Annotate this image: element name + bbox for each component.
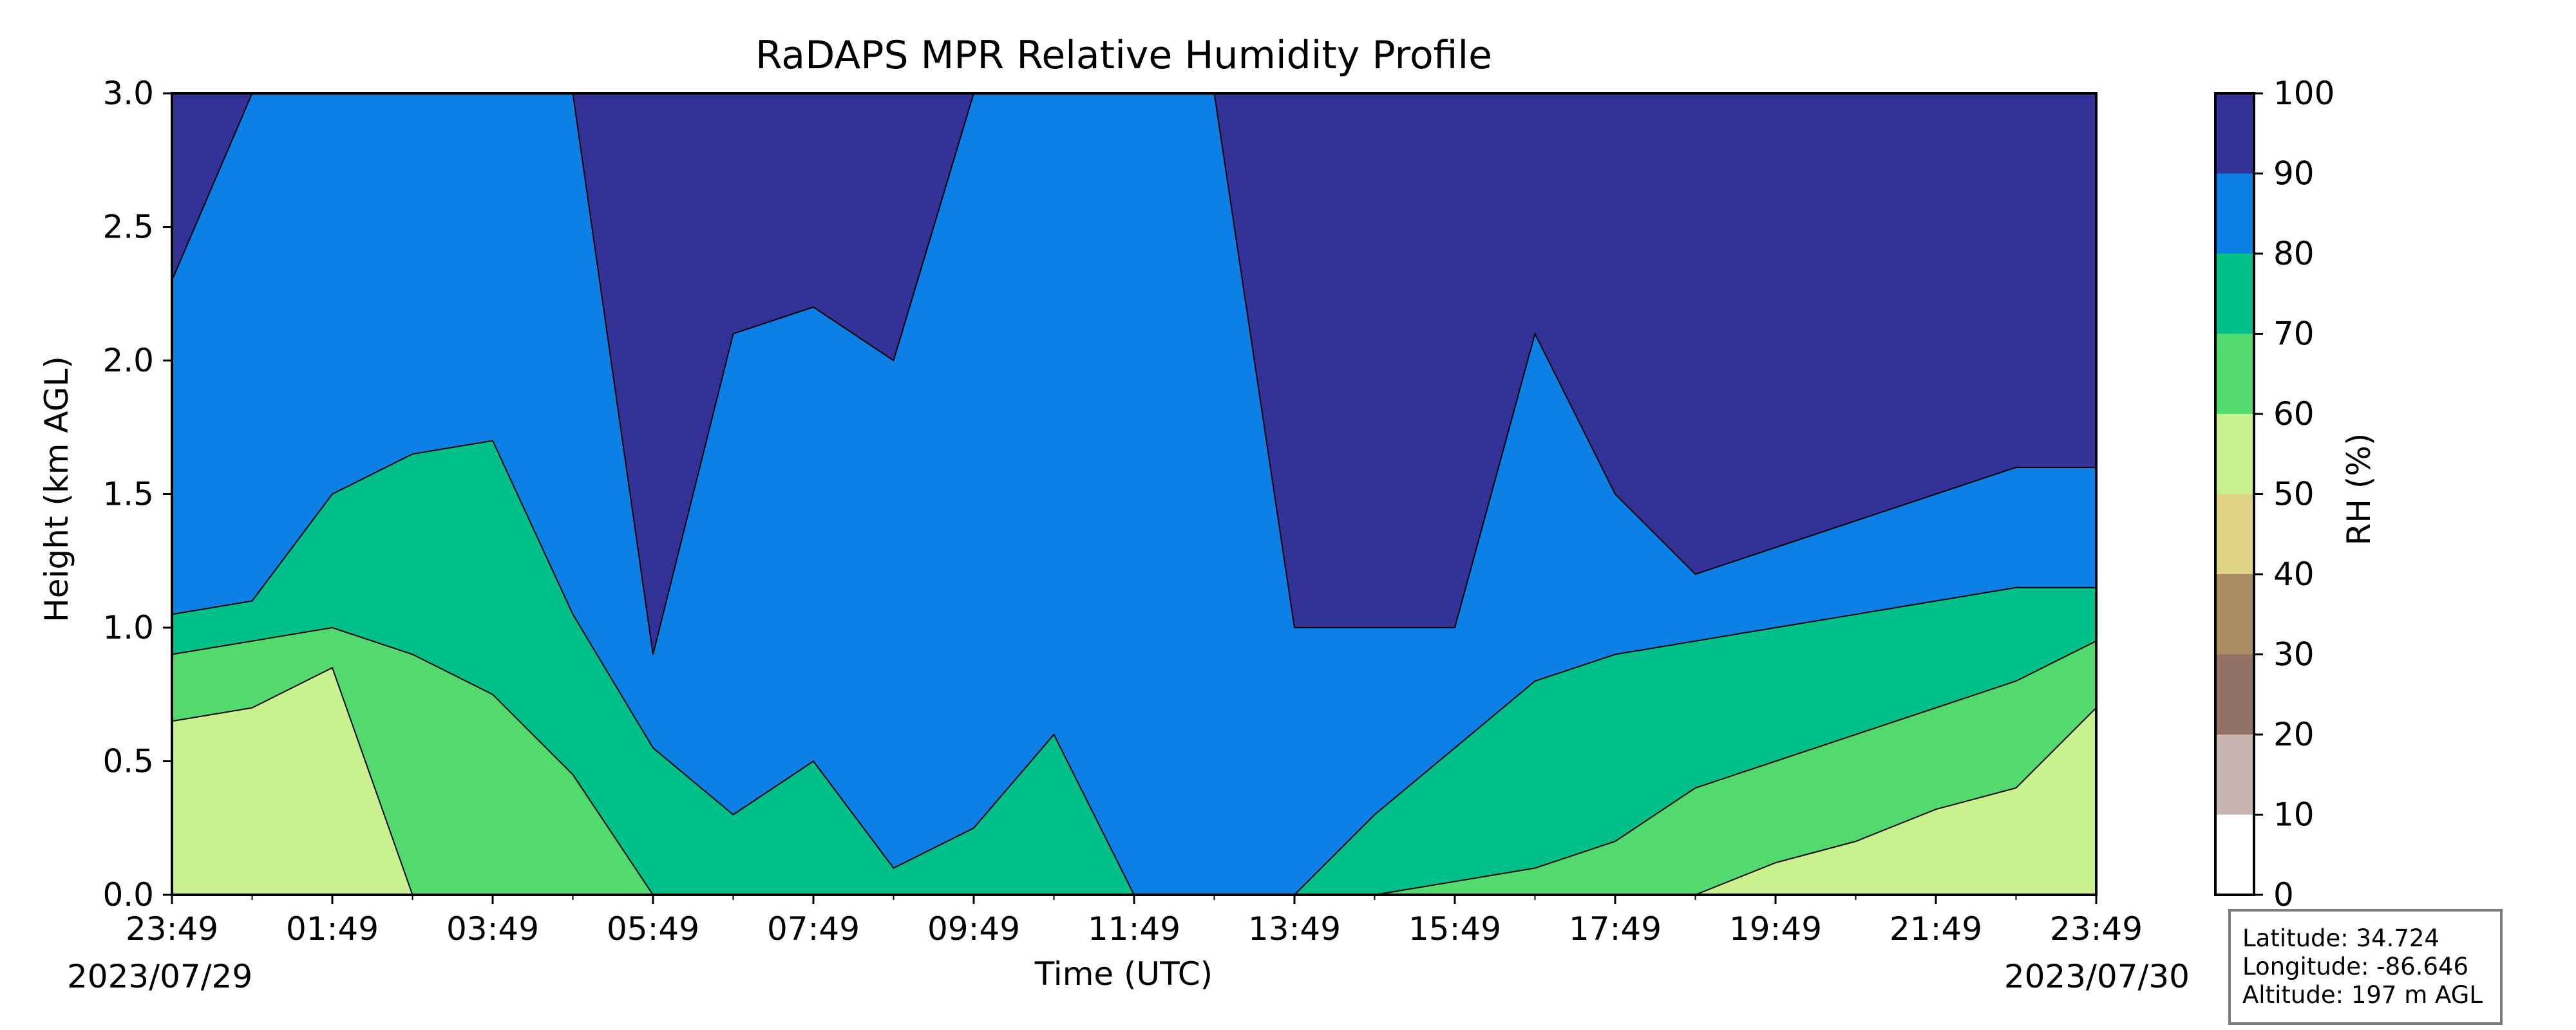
x-tick-label: 11:49 [1088,910,1180,948]
colorbar-label: RH (%) [2340,433,2378,546]
x-tick-label: 13:49 [1248,910,1341,948]
x-tick-label: 07:49 [767,910,860,948]
y-tick-label: 1.0 [102,609,154,646]
x-tick-label: 01:49 [286,910,379,948]
y-tick-label: 0.5 [102,743,154,780]
plot-area [171,92,2098,896]
x-tick-label: 09:49 [927,910,1020,948]
colorbar-tick-label: 50 [2273,476,2315,513]
colorbar-swatch [2215,814,2254,895]
start-date-label: 2023/07/29 [67,958,253,995]
colorbar-swatch [2215,333,2254,414]
y-tick-label: 2.5 [102,209,154,246]
colorbar-tick-label: 100 [2273,75,2334,112]
colorbar-swatch [2215,654,2254,735]
colorbar-swatch [2215,414,2254,494]
x-tick-label: 03:49 [446,910,539,948]
x-axis-label: Time (UTC) [1034,955,1213,993]
end-date-label: 2023/07/30 [2003,958,2190,995]
altitude-text: Altitude: 197 m AGL [2242,981,2483,1009]
colorbar-tick-label: 90 [2273,155,2315,192]
colorbar-tick-label: 60 [2273,395,2315,433]
x-tick-label: 05:49 [607,910,699,948]
colorbar-tick-label: 30 [2273,636,2315,673]
colorbar-tick-label: 20 [2273,716,2315,753]
y-axis-label: Height (km AGL) [38,356,75,623]
colorbar-swatch [2215,254,2254,334]
x-tick-label: 19:49 [1729,910,1822,948]
colorbar-swatch [2215,574,2254,655]
x-tick-label: 15:49 [1408,910,1501,948]
chart-title: RaDAPS MPR Relative Humidity Profile [755,33,1492,78]
colorbar-swatch [2215,735,2254,815]
x-tick-label: 23:49 [2050,910,2143,948]
colorbar-swatch [2215,494,2254,574]
colorbar-swatch [2215,173,2254,254]
colorbar-tick-label: 70 [2273,315,2315,353]
location-info-box: Latitude: 34.724 Longitude: -86.646 Alti… [2228,909,2503,1025]
latitude-text: Latitude: 34.724 [2242,924,2439,952]
colorbar-tick-label: 80 [2273,235,2315,272]
x-tick-label: 23:49 [126,910,218,948]
colorbar-tick-label: 40 [2273,556,2315,593]
y-axis: 0.0 0.5 1.0 1.5 2.0 2.5 3.0 [102,75,172,913]
y-tick-label: 1.5 [102,476,154,513]
y-tick-label: 2.0 [102,342,154,379]
colorbar: 0 10 20 30 40 50 60 70 80 90 100 [2214,75,2334,913]
colorbar-tick-label: 10 [2273,796,2315,834]
x-tick-label: 21:49 [1889,910,1982,948]
rh-band-90-100 [172,93,2096,655]
longitude-text: Longitude: -86.646 [2242,953,2469,980]
colorbar-swatch [2215,93,2254,174]
x-axis: 23:49 01:49 03:49 05:49 07:49 09:49 11:49 13:49… [126,895,2143,948]
y-tick-label: 3.0 [102,75,154,112]
x-tick-label: 17:49 [1569,910,1662,948]
y-tick-label: 0.0 [102,876,154,913]
colorbar-tick-label: 0 [2273,876,2294,913]
